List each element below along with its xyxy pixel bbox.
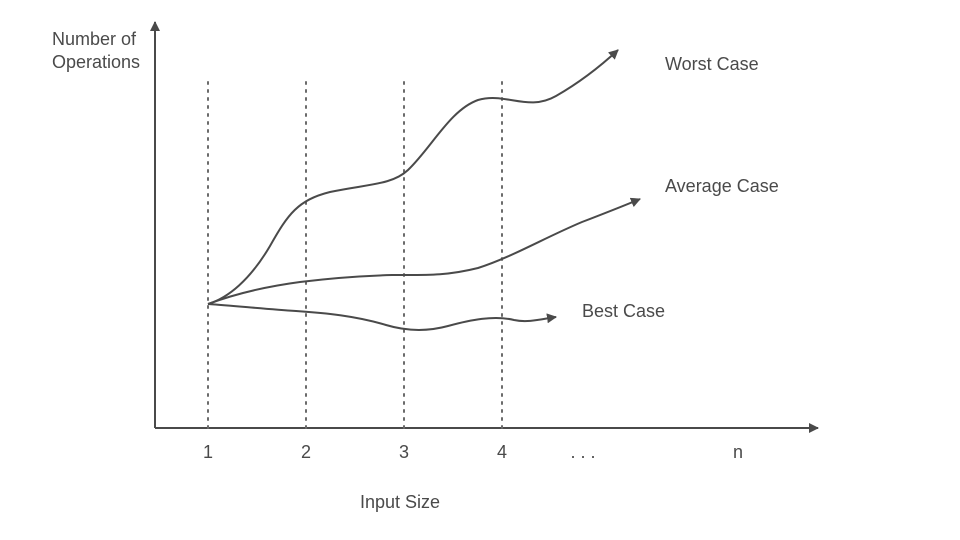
y-axis-label-line2: Operations (52, 52, 140, 72)
x-axis-label: Input Size (360, 492, 440, 512)
worst-case-curve (208, 50, 618, 304)
best-case-label: Best Case (582, 301, 665, 321)
x-tick-label: 4 (497, 442, 507, 462)
best-case-curve (208, 304, 556, 330)
curve-labels: Worst Case Average Case Best Case (582, 54, 779, 321)
x-tick-label: 1 (203, 442, 213, 462)
complexity-chart: Number of Operations Input Size 1 2 3 4 . . … (0, 0, 960, 540)
worst-case-label: Worst Case (665, 54, 759, 74)
vertical-gridlines (208, 80, 502, 428)
average-case-curve (208, 199, 640, 304)
x-tick-label: n (733, 442, 743, 462)
curves (208, 50, 640, 330)
x-tick-label: . . . (570, 442, 595, 462)
x-tick-label: 2 (301, 442, 311, 462)
average-case-label: Average Case (665, 176, 779, 196)
x-tick-label: 3 (399, 442, 409, 462)
x-tick-labels: 1 2 3 4 . . . n (203, 442, 743, 462)
y-axis-label-line1: Number of (52, 29, 137, 49)
